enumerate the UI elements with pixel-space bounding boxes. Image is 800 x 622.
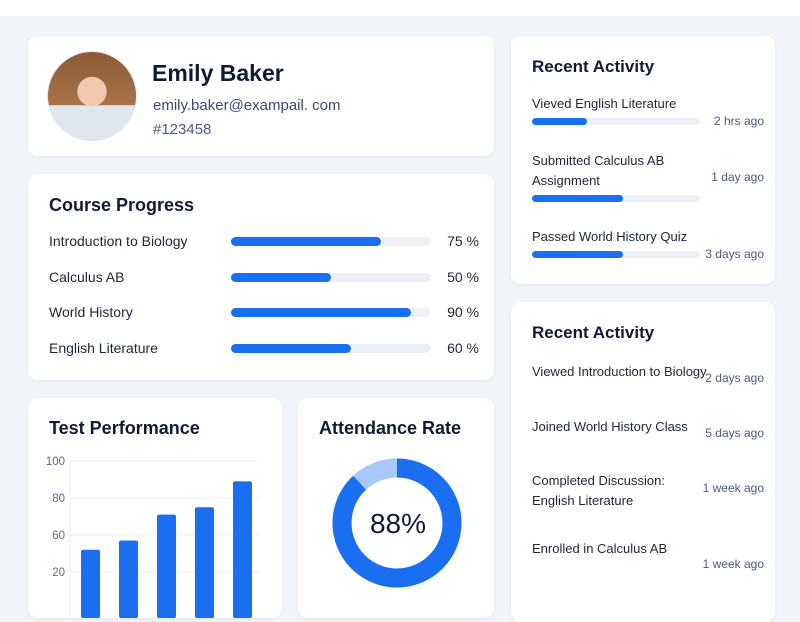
activity-item[interactable]: Joined World History Class 5 days ago [532,417,764,440]
bar [119,540,138,618]
y-tick-label: 80 [52,493,65,505]
student-name: Emily Baker [152,60,284,86]
recent-activity-title-2: Recent Activity [532,323,655,342]
activity-item[interactable]: Submitted Calculus AB Assignment 1 day ag… [532,151,764,202]
donut-attended [332,458,462,588]
activity-item[interactable]: Passed World History Quiz 3 days ago [532,227,764,261]
activity-text: Vieved English Literature [532,96,677,111]
activity-progress-bar [532,251,700,258]
course-percent: 90 % [447,304,479,320]
activity-progress-bar [532,118,700,125]
activity-progress-fill [532,195,623,202]
recent-activity-title-1: Recent Activity [532,57,655,76]
course-row[interactable]: Calculus AB 50 % [49,267,479,287]
course-progress-bar [231,272,431,282]
course-row[interactable]: English Literature 60 % [49,338,479,358]
activity-text: Viewed Introduction to Biology [532,364,707,379]
course-row[interactable]: World History 90 % [49,302,479,322]
course-name: Calculus AB [49,268,125,285]
attendance-card: Attendance Rate 88% [298,398,494,618]
course-row[interactable]: Introduction to Biology 75 % [49,231,479,251]
activity-time: 5 days ago [705,426,764,440]
activity-progress-fill [532,251,623,258]
course-progress-fill [231,308,411,317]
course-progress-bar [231,343,431,353]
attendance-value: 88% [370,508,426,539]
attendance-title: Attendance Rate [319,418,462,438]
activity-time: 2 days ago [705,371,764,385]
activity-progress-fill [532,118,588,125]
activity-item[interactable]: Enrolled in Calculus AB 1 week ago [532,539,764,571]
activity-text: Passed World History Quiz [532,229,688,244]
course-name: Introduction to Biology [49,233,188,249]
course-percent: 50 % [447,268,479,285]
course-progress-fill [231,343,351,353]
bar [195,507,214,618]
activity-item[interactable]: Vieved English Literature 2 hrs ago [532,94,764,128]
test-performance-card: Test Performance 100 80 60 20 [28,398,282,618]
activity-time: 1 week ago [702,481,764,495]
course-name: World History [49,304,133,320]
activity-text: Enrolled in Calculus AB [532,541,668,556]
course-progress-card: Course Progress Introduction to Biology 7… [28,174,494,380]
activity-time: 1 day ago [711,170,764,184]
activity-time: 1 week ago [702,557,764,571]
bar [157,514,176,618]
y-tick-label: 100 [46,456,65,468]
course-progress-fill [231,272,331,282]
activity-text: Submitted Calculus AB Assignment [532,153,665,188]
course-name: English Literature [49,339,158,356]
activity-progress-bar [532,195,700,202]
activity-text: Joined World History Class [532,419,688,434]
student-id: #123458 [153,121,212,138]
avatar [47,51,137,141]
course-percent: 75 % [447,233,479,249]
activity-item[interactable]: Viewed Introduction to Biology 2 days ago [532,362,764,385]
attendance-donut: 88% [332,458,462,588]
course-progress-title: Course Progress [49,195,195,215]
top-bar [0,0,800,16]
recent-activity-card-1: Recent Activity Vieved English Literatur… [511,36,775,284]
course-percent: 60 % [447,339,479,356]
course-progress-fill [231,237,381,246]
y-tick-label: 60 [52,530,65,542]
student-email[interactable]: emily.baker@exampail. com [153,97,341,114]
activity-time: 2 hrs ago [713,114,764,128]
activity-time: 3 days ago [705,247,764,261]
test-performance-title: Test Performance [49,418,200,438]
y-tick-label: 20 [52,567,65,579]
test-performance-chart: 100 80 60 20 [46,456,261,618]
activity-text: Completed Discussion: English Literature [532,473,665,508]
course-progress-bar [231,237,431,246]
course-progress-bar [231,308,431,317]
recent-activity-card-2: Recent Activity Viewed Introduction to B… [511,302,775,622]
profile-card: Emily Baker emily.baker@exampail. com #1… [28,36,494,156]
bar [81,549,100,618]
activity-item[interactable]: Completed Discussion: English Literature… [532,471,764,511]
bar [233,481,252,618]
